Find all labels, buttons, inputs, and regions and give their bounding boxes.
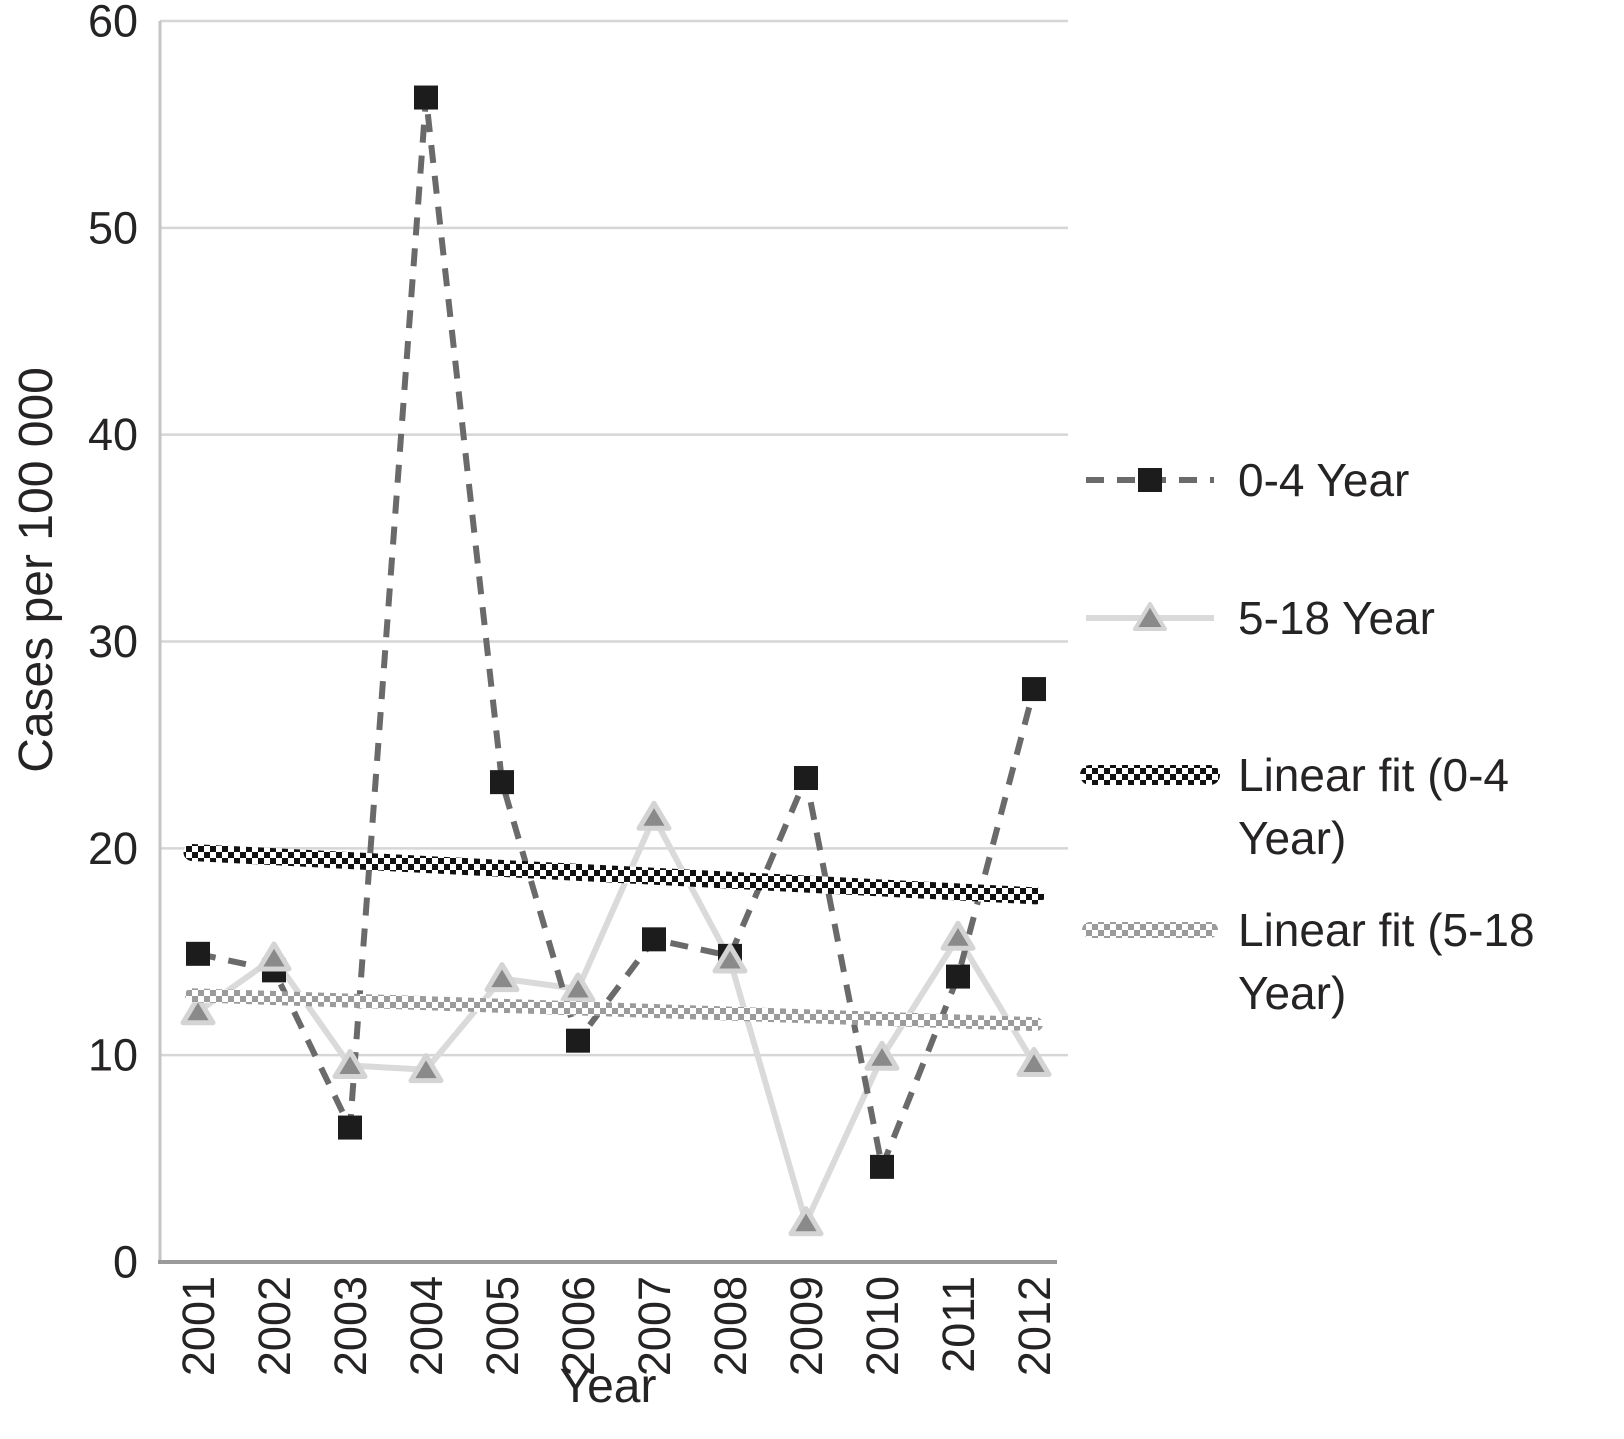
- marker-square: [566, 1028, 590, 1053]
- x-tick-label: 2005: [477, 1276, 528, 1376]
- marker-square: [1022, 677, 1046, 702]
- x-tick-labels: 2001 2002 2003 2004 2005 2006 2007 2008 2009 2010…: [173, 1276, 1060, 1376]
- marker-square: [946, 964, 970, 989]
- gridlines: [160, 19, 1068, 1057]
- marker-triangle: [636, 800, 672, 831]
- marker-triangle: [484, 962, 520, 993]
- y-tick-labels: 0 10 20 30 40 50 60: [88, 0, 138, 1288]
- marker-triangle: [1016, 1046, 1052, 1077]
- marker-square: [186, 941, 210, 966]
- x-tick-label: 2002: [249, 1276, 300, 1376]
- marker-square: [338, 1115, 362, 1140]
- legend-label: Linear fit (0-4: [1238, 749, 1509, 801]
- y-tick-label: 40: [88, 409, 138, 460]
- x-tick-label: 2011: [933, 1276, 984, 1373]
- x-tick-label: 2008: [705, 1276, 756, 1376]
- legend-label: Year): [1238, 967, 1346, 1019]
- marker-triangle: [408, 1053, 444, 1084]
- marker-square: [794, 766, 818, 791]
- legend-label: Linear fit (5-18: [1238, 904, 1535, 956]
- marker-square: [870, 1154, 894, 1179]
- y-tick-label: 30: [88, 616, 138, 667]
- marker-triangle: [712, 943, 748, 974]
- legend-sample-triangle-marker: [1133, 602, 1167, 631]
- marker-triangle: [180, 995, 216, 1026]
- series-line-0-4: [197, 97, 1037, 1178]
- marker-square: [414, 85, 438, 110]
- linear-fit-0-4: [183, 843, 1045, 905]
- marker-triangle: [864, 1040, 900, 1071]
- marker-square: [490, 770, 514, 795]
- legend-entry: Linear fit (5-18 Year): [1082, 904, 1535, 1019]
- marker-triangle: [332, 1049, 368, 1080]
- x-tick-label: 2003: [325, 1276, 376, 1376]
- markers-5-18: [180, 800, 1052, 1237]
- legend-sample-square-marker: [1138, 468, 1162, 492]
- linear-fit-5-18: [185, 988, 1043, 1032]
- legend-entry: 0-4 Year: [1086, 454, 1409, 506]
- y-tick-label: 50: [88, 202, 138, 253]
- legend-entry: Linear fit (0-4 Year): [1080, 749, 1509, 864]
- marker-triangle: [256, 941, 292, 972]
- y-tick-label: 20: [88, 823, 138, 874]
- x-tick-label: 2010: [857, 1276, 908, 1376]
- y-tick-label: 0: [113, 1237, 138, 1288]
- y-tick-label: 60: [88, 0, 138, 47]
- marker-triangle: [940, 920, 976, 951]
- legend-label: 0-4 Year: [1238, 454, 1409, 506]
- x-tick-label: 2001: [173, 1276, 224, 1376]
- legend-entry: 5-18 Year: [1086, 592, 1435, 644]
- marker-square: [642, 927, 666, 952]
- x-tick-label: 2007: [629, 1276, 680, 1376]
- y-axis-title: Cases per 100 000: [10, 367, 63, 773]
- legend-label: Year): [1238, 812, 1346, 864]
- marker-triangle: [788, 1206, 824, 1237]
- x-tick-label: 2009: [781, 1276, 832, 1376]
- x-tick-label: 2004: [401, 1276, 452, 1376]
- marker-triangle: [560, 972, 596, 1003]
- x-axis-title: Year: [560, 1360, 657, 1413]
- legend-label: 5-18 Year: [1238, 592, 1435, 644]
- y-tick-label: 10: [88, 1030, 138, 1081]
- x-tick-label: 2012: [1009, 1276, 1060, 1376]
- x-tick-label: 2006: [553, 1276, 604, 1376]
- series-line-5-18: [196, 810, 1037, 1232]
